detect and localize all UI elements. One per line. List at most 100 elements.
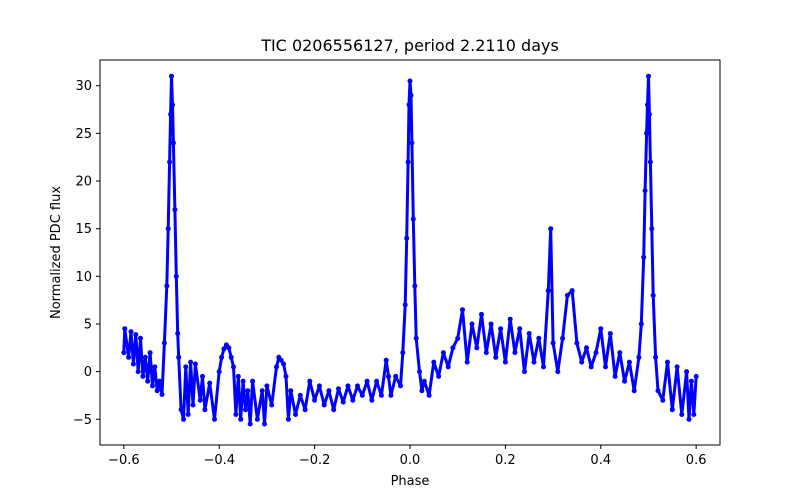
data-point [588, 364, 594, 370]
data-point [188, 359, 194, 365]
data-point [247, 421, 253, 427]
data-point [607, 331, 613, 336]
y-tick-label: 20 [75, 175, 92, 190]
data-point [638, 321, 644, 327]
data-point [550, 340, 556, 346]
data-point [526, 331, 532, 336]
data-point [326, 388, 332, 394]
data-point [192, 361, 198, 367]
data-point [646, 73, 651, 79]
data-point [183, 364, 189, 370]
data-point [479, 311, 484, 317]
data-point [240, 378, 246, 384]
data-point [440, 350, 446, 356]
data-point [412, 283, 418, 289]
data-point [660, 397, 666, 403]
data-point [161, 340, 167, 346]
data-point [669, 407, 675, 413]
data-point [404, 235, 410, 241]
data-point [297, 392, 303, 398]
data-point [536, 335, 542, 341]
data-point [649, 226, 655, 232]
data-point [135, 369, 141, 375]
data-point [216, 369, 222, 375]
data-point [622, 378, 628, 384]
data-point [212, 416, 217, 422]
data-point [531, 359, 537, 365]
data-point [164, 283, 170, 289]
data-point [150, 383, 155, 389]
data-point [336, 386, 341, 392]
data-point [450, 345, 456, 351]
data-point [653, 354, 659, 360]
data-point [383, 357, 389, 363]
data-point [522, 369, 527, 375]
data-point [612, 373, 618, 379]
data-point [138, 335, 143, 341]
y-tick-label: 30 [75, 79, 92, 94]
data-point [512, 350, 518, 356]
data-point [407, 78, 413, 84]
data-point [259, 388, 265, 394]
y-axis: −5 0 5 10 15 20 25 30 [73, 79, 100, 428]
data-point [130, 361, 136, 367]
data-point [169, 73, 174, 79]
data-point [269, 402, 275, 408]
data-point [647, 159, 653, 165]
data-point [170, 102, 175, 108]
data-point [238, 416, 244, 422]
data-point [410, 216, 416, 222]
x-tick-label: 0.4 [590, 453, 611, 468]
data-point [278, 357, 284, 363]
data-point [569, 288, 575, 294]
data-point [142, 354, 148, 360]
data-point [406, 102, 412, 108]
chart-title: TIC 0206556127, period 2.2110 days [260, 36, 559, 55]
data-point [455, 335, 461, 341]
data-point [250, 378, 256, 384]
data-point [665, 359, 670, 365]
data-point [152, 364, 158, 370]
data-point [641, 254, 647, 260]
data-point [541, 364, 546, 370]
data-point [646, 111, 652, 117]
data-point [631, 388, 637, 394]
data-point [331, 407, 337, 413]
y-tick-label: −5 [73, 413, 92, 428]
data-point [483, 350, 489, 356]
data-point [400, 350, 406, 356]
data-point [355, 383, 360, 389]
data-point [469, 321, 475, 327]
data-point [636, 354, 642, 360]
data-point [147, 350, 153, 356]
y-tick-label: 15 [75, 222, 92, 237]
data-point [219, 354, 225, 360]
data-point [154, 388, 160, 394]
data-point [172, 207, 178, 213]
data-point [316, 383, 322, 389]
data-point [175, 331, 181, 336]
data-point [386, 373, 391, 379]
data-point [688, 378, 694, 384]
y-tick-label: 5 [84, 317, 92, 332]
data-point [378, 392, 384, 398]
data-point [426, 392, 432, 398]
x-tick-label: −0.6 [108, 453, 140, 468]
data-point [445, 364, 451, 370]
data-point [321, 402, 327, 408]
data-point [374, 378, 380, 384]
data-point [560, 335, 566, 341]
data-point [393, 373, 399, 379]
data-point [642, 188, 648, 194]
data-point [202, 407, 208, 413]
data-point [181, 416, 186, 422]
data-point [674, 364, 680, 370]
data-point [686, 416, 692, 422]
data-point [436, 373, 442, 379]
x-axis-label: Phase [391, 474, 430, 489]
data-point [157, 378, 163, 384]
data-point [283, 373, 289, 379]
data-point [200, 373, 205, 379]
